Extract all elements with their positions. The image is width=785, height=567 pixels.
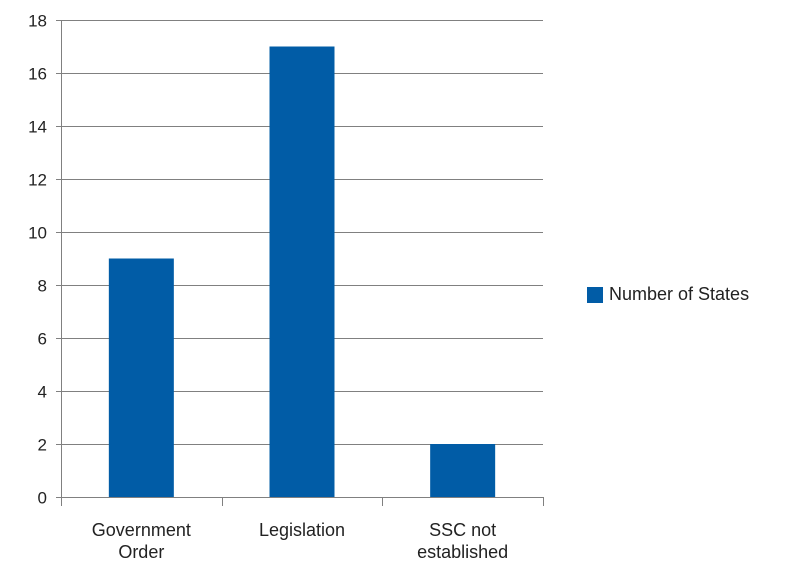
y-tick-label: 0	[38, 489, 47, 508]
y-tick-label: 2	[38, 436, 47, 455]
bar	[430, 444, 496, 497]
legend-swatch	[587, 286, 603, 303]
x-category-label: Legislation	[259, 520, 345, 540]
y-tick-label: 4	[38, 383, 47, 402]
x-category-label: Government Order	[92, 520, 191, 562]
bar	[269, 46, 335, 497]
y-tick-label: 10	[28, 224, 47, 243]
tick-labels: 0 2 4 6 8 10 12 14 16 18 Government Order Legislatio…	[28, 12, 508, 563]
y-tick-label: 12	[28, 171, 47, 190]
y-tick-label: 14	[28, 118, 47, 137]
x-category-label: SSC not established	[417, 520, 508, 562]
y-tick-label: 18	[28, 12, 47, 31]
axes	[56, 20, 544, 506]
y-tick-label: 16	[28, 65, 47, 84]
legend-label: Number of States	[609, 284, 750, 304]
bar	[108, 258, 174, 497]
y-tick-label: 8	[38, 277, 47, 296]
bars	[108, 46, 496, 497]
y-tick-label: 6	[38, 330, 47, 349]
legend: Number of States	[587, 284, 749, 305]
